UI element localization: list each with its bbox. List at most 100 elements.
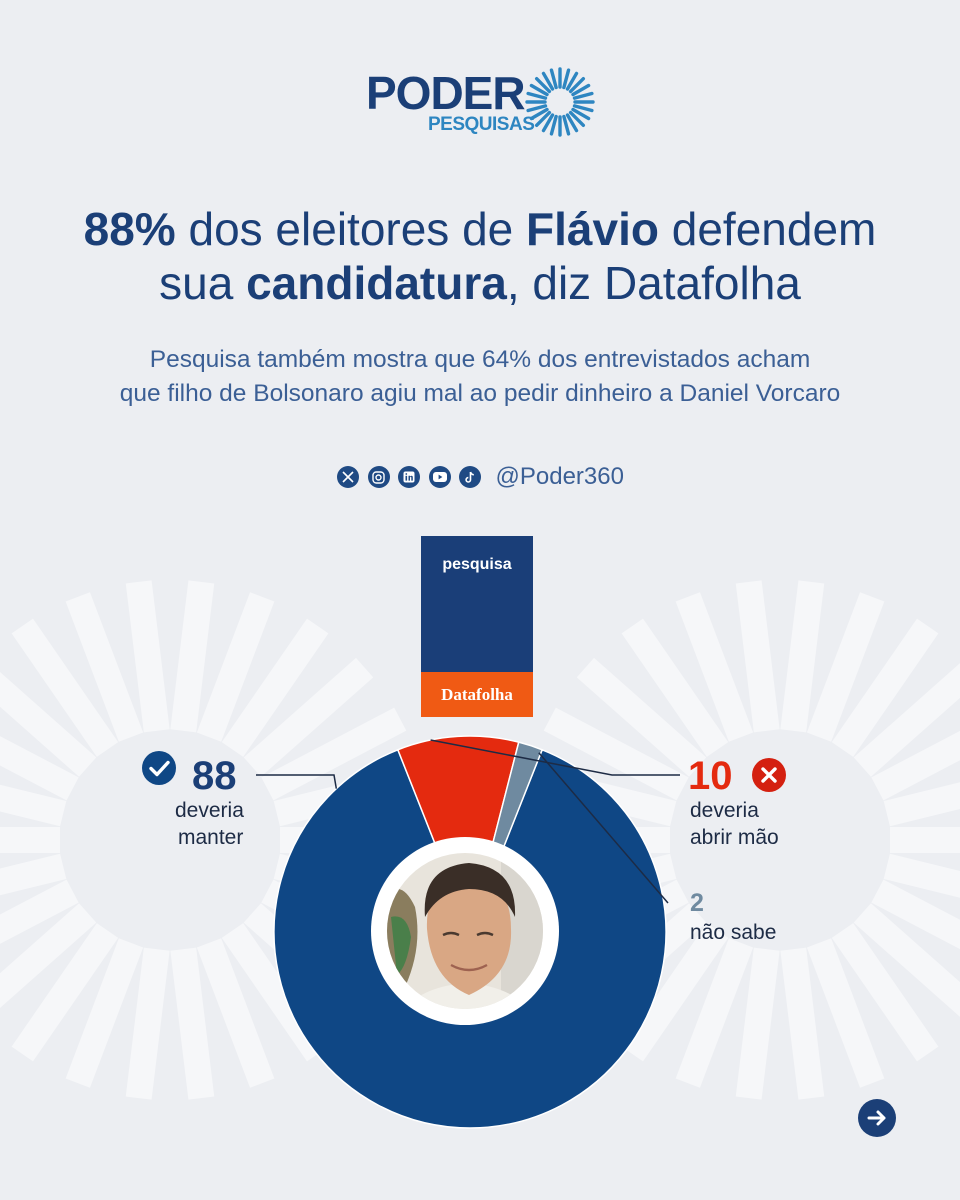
- slice-nao-sabe-label: não sabe: [690, 921, 777, 944]
- sunburst-ray: [871, 730, 960, 801]
- sunburst-ray: [170, 947, 215, 1100]
- sunburst-ray: [0, 736, 79, 801]
- leader-line-manter: [256, 774, 338, 789]
- sunburst-ray: [831, 923, 939, 1062]
- poder-pesquisas-logo: PODER PESQUISAS: [366, 66, 596, 138]
- slice-manter-value: 88: [192, 754, 237, 798]
- linkedin-icon[interactable]: [398, 466, 420, 488]
- logo-ray: [572, 91, 594, 100]
- leader-line-abrir-mao: [430, 739, 680, 776]
- sunburst-ray: [11, 923, 119, 1062]
- logo-ray: [568, 110, 586, 128]
- logo-ray: [565, 113, 579, 133]
- arrow-right-icon: [867, 1110, 886, 1126]
- sunburst-ray: [0, 672, 97, 777]
- slice-abrir-mao: [396, 735, 520, 935]
- subheadline-line-1: Pesquisa também mostra que 64% dos entre…: [149, 346, 811, 373]
- slice-manter-label-1: deveria: [175, 799, 244, 822]
- sunburst-ray: [806, 592, 885, 742]
- logo-ray: [572, 104, 594, 113]
- slice-abrir-mao-label-2: abrir mão: [690, 826, 779, 849]
- slice-manter-label-2: manter: [178, 826, 244, 849]
- headline: 88% dos eleitores de Flávio defendem sua…: [40, 202, 920, 310]
- logo-ray: [565, 71, 579, 91]
- logo-ray: [541, 71, 555, 91]
- headline-text-a: dos eleitores de: [175, 203, 527, 255]
- logo-wordmark: PODER: [366, 67, 526, 119]
- headline-text-b: defendem: [658, 203, 877, 255]
- sunburst-ray: [621, 618, 729, 757]
- headline-candidatura: candidatura: [246, 257, 507, 309]
- subheadline-line-2: que filho de Bolsonaro agiu mal ao pedir…: [119, 380, 841, 407]
- x-icon[interactable]: [337, 466, 359, 488]
- candidate-photo: [371, 837, 559, 1025]
- badge-pesquisa: pesquisa: [421, 536, 533, 672]
- sunburst-ray: [11, 618, 119, 757]
- sunburst-ray: [125, 947, 170, 1100]
- sunburst-ray: [831, 618, 939, 757]
- logo-ray: [562, 114, 571, 136]
- logo-ray: [562, 68, 571, 90]
- logo-ray: [529, 107, 549, 121]
- sunburst-ray: [221, 618, 329, 757]
- logo-ray: [549, 114, 558, 136]
- headline-percent: 88%: [83, 203, 176, 255]
- sunburst-ray: [0, 784, 67, 827]
- sunburst-ray: [675, 938, 754, 1088]
- manter-check-icon: [142, 751, 176, 785]
- sunburst-ray: [576, 657, 707, 777]
- logo-ray: [526, 104, 548, 113]
- sunburst-ray: [780, 580, 825, 733]
- sunburst-ray: [196, 592, 275, 742]
- sunburst-ray: [125, 580, 170, 733]
- logo-ray: [534, 110, 552, 128]
- headline-text-c: sua: [159, 257, 247, 309]
- sunburst-ray: [243, 657, 374, 777]
- sunburst-ray: [0, 879, 79, 944]
- logo-ray: [549, 68, 558, 90]
- abrir-mao-x-icon: [752, 758, 786, 792]
- youtube-icon[interactable]: [428, 466, 451, 488]
- instagram-icon[interactable]: [367, 466, 390, 488]
- subheadline: Pesquisa também mostra que 64% dos entre…: [40, 343, 920, 411]
- sunburst-ray: [65, 592, 144, 742]
- sunburst-ray: [621, 923, 729, 1062]
- logo-sun-icon: [525, 67, 595, 137]
- logo-ray: [568, 76, 586, 94]
- sunburst-ray: [735, 947, 780, 1100]
- sunburst-ray: [0, 853, 67, 896]
- slice-abrir-mao-label-1: deveria: [690, 799, 759, 822]
- sunburst-ray: [871, 879, 960, 950]
- social-handle[interactable]: @Poder360: [495, 463, 624, 490]
- badge-datafolha: Datafolha: [421, 672, 533, 717]
- tiktok-icon[interactable]: [459, 466, 481, 488]
- sunburst-ray: [261, 707, 407, 801]
- sunburst-ray: [735, 580, 780, 733]
- sunburst-ray: [780, 947, 825, 1100]
- logo-ray: [541, 113, 555, 133]
- sunburst-ray: [543, 707, 689, 801]
- logo-ray: [534, 76, 552, 94]
- social-bar: @Poder360: [337, 463, 624, 491]
- headline-name: Flávio: [526, 203, 659, 255]
- logo-subtitle: PESQUISAS: [428, 114, 535, 135]
- slice-abrir-mao-value: 10: [688, 754, 733, 798]
- sunburst-ray: [0, 903, 97, 1008]
- sunburst-ray: [170, 580, 215, 733]
- logo-ray: [529, 83, 549, 97]
- slice-nao-sabe-value: 2: [690, 889, 704, 917]
- sunburst-ray: [806, 938, 885, 1088]
- next-slide-button[interactable]: [858, 1099, 896, 1137]
- headline-text-d: , diz Datafolha: [506, 257, 801, 309]
- sunburst-ray: [65, 938, 144, 1088]
- logo-ray: [571, 83, 591, 97]
- sunburst-ray: [853, 663, 960, 777]
- sunburst-ray: [853, 903, 960, 1017]
- leader-line-nao-sabe: [538, 752, 669, 904]
- sunburst-ray: [675, 592, 754, 742]
- source-badge: pesquisa Datafolha: [421, 536, 533, 717]
- logo-ray: [571, 107, 591, 121]
- sunburst-ray: [196, 938, 275, 1088]
- logo-ray: [526, 91, 548, 100]
